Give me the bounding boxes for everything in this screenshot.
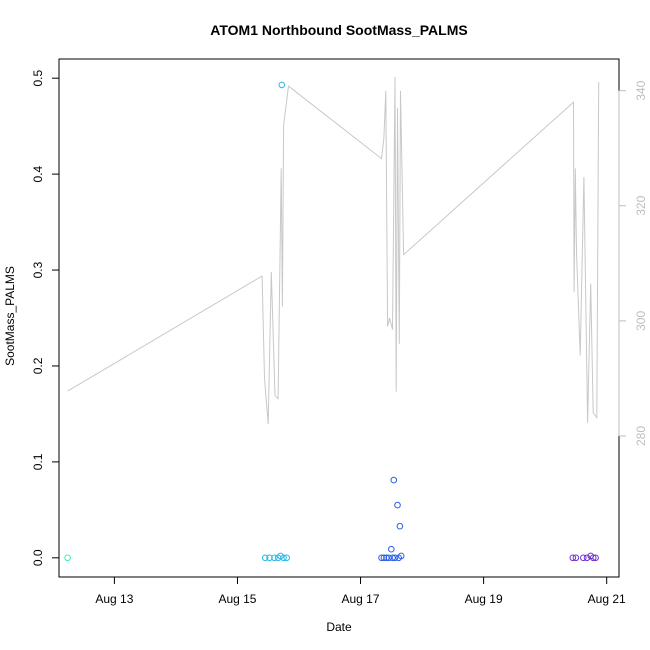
y-tick-label: 0.4 [31,165,45,182]
x-tick-label: Aug 15 [218,592,256,606]
chart-title: ATOM1 Northbound SootMass_PALMS [210,22,467,38]
y-tick-label: 0.2 [31,357,45,374]
x-tick-label: Aug 19 [465,592,503,606]
data-point [380,554,388,562]
y-tick-label: 0.1 [31,453,45,470]
data-point [278,81,286,89]
x-tick-label: Aug 13 [95,592,133,606]
data-point [280,554,287,562]
x-tick-label: Aug 21 [588,592,626,606]
data-point [388,545,395,553]
data-point [396,522,404,530]
x-tick-label: Aug 17 [342,592,380,606]
data-point [271,554,278,562]
data-point [589,554,597,562]
data-point [283,554,291,562]
data-point [397,552,405,560]
data-point [580,554,587,562]
y-tick-label: 0.0 [31,549,45,566]
y2-tick-label: 300 [634,311,648,331]
data-point [389,554,396,562]
data-point [378,554,385,562]
y2-tick-label: 320 [634,195,648,215]
y-tick-label: 0.3 [31,261,45,278]
data-point [385,554,393,562]
data-point [583,554,591,562]
y-axis-label: SootMass_PALMS [3,266,17,366]
data-point [261,554,269,562]
y2-tick-label: 340 [634,80,648,100]
data-point [572,554,580,562]
y-axis: 0.0 0.1 0.2 0.3 0.4 0.5 [31,70,60,566]
data-point [592,554,599,562]
plot-area [64,76,600,562]
y-tick-label: 0.5 [31,70,45,87]
secondary-line-series [67,76,600,424]
data-point [391,554,399,562]
x-axis-label: Date [326,620,352,634]
data-point [569,554,577,562]
data-point [64,554,71,562]
y2-axis: 280 300 320 340 [618,80,648,446]
data-point [394,501,401,509]
y2-tick-label: 280 [634,426,648,446]
data-point [266,554,273,562]
x-axis: Aug 13 Aug 15 Aug 17 Aug 19 Aug 21 [95,576,626,606]
data-point [390,476,398,484]
